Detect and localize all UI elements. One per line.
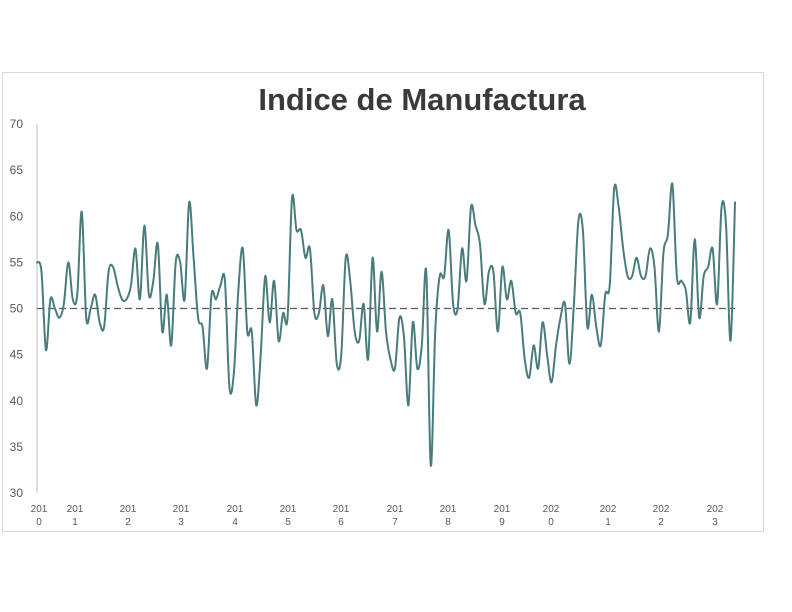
x-tick-label: 201 [173,504,190,515]
chart-frame [2,72,764,532]
x-tick-label: 202 [543,504,560,515]
chart-title: Indice de Manufactura [258,82,586,117]
x-tick-label: 201 [440,504,457,515]
x-tick-label: 3 [178,517,184,528]
y-tick-label: 30 [10,486,24,500]
x-tick-label: 202 [600,504,617,515]
x-tick-label: 1 [72,517,78,528]
y-tick-label: 35 [10,440,24,454]
x-tick-label: 3 [712,517,718,528]
series-line [36,182,736,467]
x-tick-label: 201 [227,504,244,515]
x-tick-label: 1 [605,517,611,528]
y-tick-label: 70 [10,117,24,131]
x-tick-label: 2 [658,517,664,528]
x-tick-label: 6 [338,517,344,528]
x-tick-label: 0 [548,517,554,528]
x-axis: 2010201120122013201420152016201720182019… [31,504,724,528]
x-tick-label: 201 [333,504,350,515]
x-tick-label: 202 [653,504,670,515]
x-tick-label: 0 [36,517,42,528]
y-tick-label: 45 [10,348,24,362]
x-tick-label: 5 [285,517,291,528]
y-tick-label: 65 [10,163,24,177]
x-tick-label: 201 [494,504,511,515]
x-tick-label: 4 [232,517,238,528]
series-group [36,182,736,467]
y-tick-label: 40 [10,394,24,408]
x-tick-label: 201 [387,504,404,515]
x-tick-label: 201 [280,504,297,515]
y-axis: 30 35 40 45 50 55 60 65 70 [10,117,38,500]
x-tick-label: 7 [392,517,398,528]
x-tick-label: 201 [31,504,48,515]
x-tick-label: 8 [445,517,451,528]
x-tick-label: 2 [125,517,131,528]
y-tick-label: 60 [10,209,24,223]
x-tick-label: 9 [499,517,505,528]
y-tick-label: 55 [10,255,24,269]
x-tick-label: 202 [707,504,724,515]
x-tick-label: 201 [120,504,137,515]
x-tick-label: 201 [67,504,84,515]
y-tick-label: 50 [10,302,24,316]
